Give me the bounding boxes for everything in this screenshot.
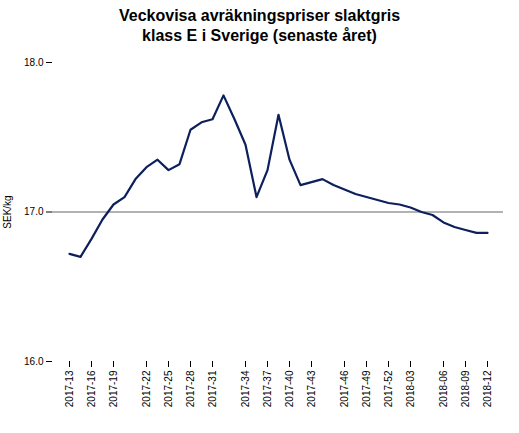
- svg-text:2017-16: 2017-16: [86, 370, 97, 407]
- svg-text:2018-12: 2018-12: [482, 370, 493, 407]
- svg-text:2017-22: 2017-22: [141, 370, 152, 407]
- svg-text:2017-28: 2017-28: [185, 370, 196, 407]
- svg-text:2018-06: 2018-06: [438, 370, 449, 407]
- svg-text:2017-13: 2017-13: [64, 370, 75, 407]
- svg-text:2018-03: 2018-03: [405, 370, 416, 407]
- svg-text:2017-46: 2017-46: [339, 370, 350, 407]
- svg-text:2017-34: 2017-34: [240, 370, 251, 407]
- svg-text:16.0: 16.0: [24, 356, 44, 367]
- svg-text:2017-37: 2017-37: [262, 370, 273, 407]
- svg-text:2017-25: 2017-25: [163, 370, 174, 407]
- svg-text:2017-40: 2017-40: [284, 370, 295, 407]
- html-text:Veckovisa avräkningspriser sla: Veckovisa avräkningspriser slaktgris kla…: [119, 7, 400, 44]
- svg-text:18.0: 18.0: [24, 57, 44, 68]
- svg-text:SEK/kg: SEK/kg: [2, 195, 13, 228]
- svg-text:2017-49: 2017-49: [361, 370, 372, 407]
- svg-text:2017-31: 2017-31: [207, 370, 218, 407]
- svg-text:2017-43: 2017-43: [306, 370, 317, 407]
- svg-text:2018-09: 2018-09: [460, 370, 471, 407]
- svg-text:2017-19: 2017-19: [108, 370, 119, 407]
- svg-text:17.0: 17.0: [24, 206, 44, 217]
- svg-text:2017-52: 2017-52: [383, 370, 394, 407]
